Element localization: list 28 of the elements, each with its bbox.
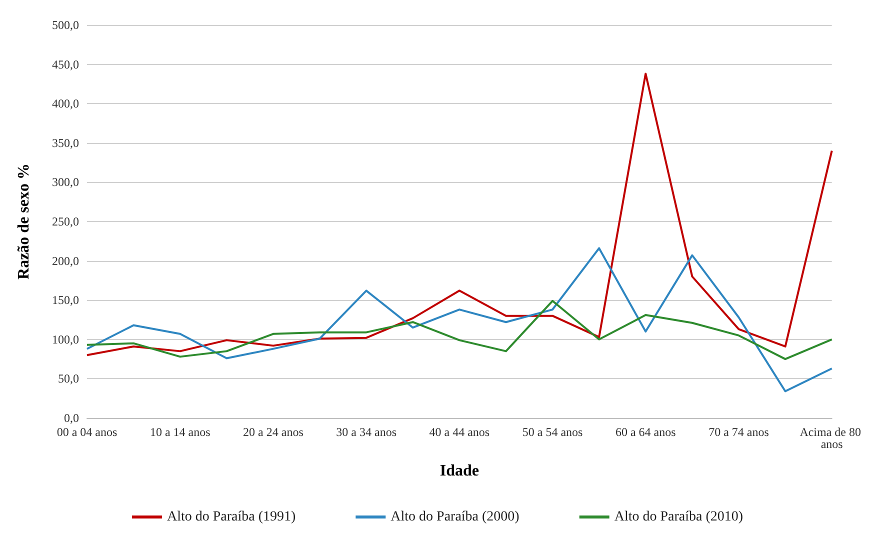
x-tick-label: 30 a 34 anos <box>336 425 397 439</box>
x-axis-title: Idade <box>440 462 479 480</box>
y-tick-label: 50,0 <box>58 372 79 386</box>
legend-label: Alto do Paraíba (2010) <box>614 510 744 524</box>
legend-label: Alto do Paraíba (2000) <box>390 510 520 524</box>
line-series <box>86 72 833 356</box>
x-tick-label: 70 a 74 anos <box>708 425 770 439</box>
x-tick-label: 00 a 04 anos <box>56 425 118 439</box>
y-tick-label: 400,0 <box>52 96 79 111</box>
line-series <box>86 247 833 392</box>
x-tick-label: Acima de 80 anos <box>800 425 864 451</box>
y-tick-label: 250,0 <box>52 214 79 228</box>
x-tick-label: 20 a 24 anos <box>243 425 304 439</box>
y-tick-label: 450,0 <box>52 57 79 72</box>
y-tick-label: 350,0 <box>52 136 79 150</box>
x-tick-label: 40 a 44 anos <box>429 425 490 439</box>
y-tick-label: 100,0 <box>52 332 79 346</box>
y-tick-label: 150,0 <box>52 293 79 308</box>
y-tick-label: 0,0 <box>64 411 79 425</box>
line-series <box>86 300 833 360</box>
x-tick-label: 60 a 64 anos <box>615 425 676 439</box>
y-tick-label: 200,0 <box>52 254 79 268</box>
legend-label: Alto do Paraíba (1991) <box>166 510 296 524</box>
y-tick-label: 300,0 <box>52 175 79 190</box>
y-tick-label: 500,0 <box>52 18 79 32</box>
x-tick-label: 50 a 54 anos <box>522 425 584 439</box>
x-tick-label: 10 a 14 anos <box>150 425 211 439</box>
y-axis-title: Razão de sexo % <box>16 164 32 280</box>
